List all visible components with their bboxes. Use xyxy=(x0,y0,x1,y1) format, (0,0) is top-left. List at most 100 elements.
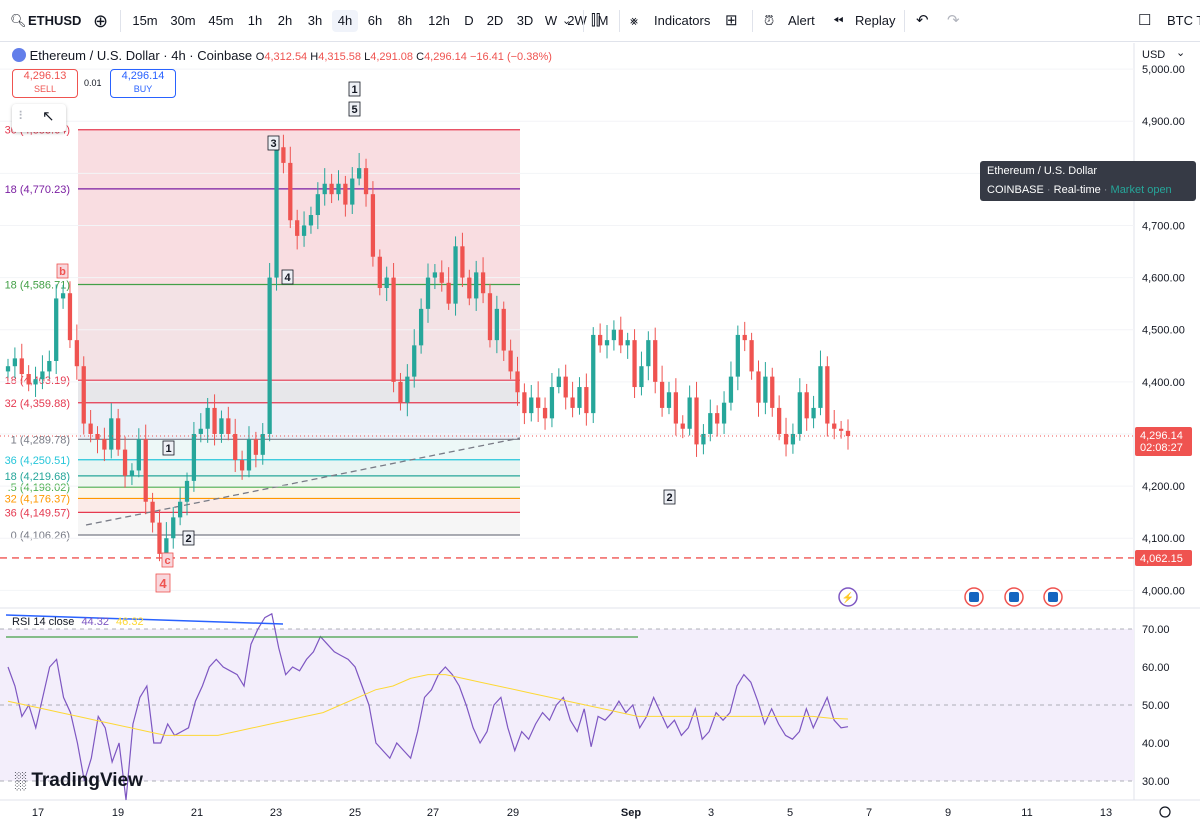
candle-body xyxy=(177,501,183,518)
candle-body xyxy=(735,334,740,377)
sell-button[interactable]: 4,296.13 SELL xyxy=(12,69,78,98)
fib-level-label: 32 (4,176.37) xyxy=(5,493,70,505)
rsi-tick-label: 40.00 xyxy=(1142,738,1170,750)
wave-label-box xyxy=(161,552,174,568)
timeframe-2W[interactable]: 2W xyxy=(567,13,587,28)
candle-body xyxy=(384,277,389,289)
candle-body xyxy=(157,522,162,554)
time-tick-label: 23 xyxy=(270,807,282,819)
fib-band xyxy=(78,512,520,535)
chevron-down-icon[interactable]: ⌄ xyxy=(562,15,572,27)
candle-body xyxy=(136,439,141,471)
buy-button[interactable]: 4,296.14 BUY xyxy=(110,69,176,98)
candle-body xyxy=(728,376,734,403)
time-tick-label: 19 xyxy=(112,807,124,819)
time-tick-label: 17 xyxy=(32,807,44,819)
candle-body xyxy=(618,329,623,346)
candle-body xyxy=(563,376,568,398)
timeframe-2h[interactable]: 2h xyxy=(277,13,293,28)
cursor-arrow-icon[interactable]: ↖ xyxy=(42,108,55,125)
candle-body xyxy=(391,277,396,382)
candle-body xyxy=(797,392,802,434)
candle-body xyxy=(329,183,334,195)
top-toolbar: 🔍︎ ETHUSD ⊕ 15m 30m 45m 1h 2h 3h 4h 6h 8h 12h D 2D 3… xyxy=(0,0,1200,42)
candle-body xyxy=(715,413,720,424)
legend-title[interactable]: Ethereum / U.S. Dollar · 4h · Coinbase xyxy=(29,48,253,63)
toolbar-divider xyxy=(619,10,620,32)
timeframe-3D[interactable]: 3D xyxy=(516,13,534,28)
timeframe-2D[interactable]: 2D xyxy=(486,13,504,28)
replay-button[interactable]: Replay xyxy=(855,13,896,28)
candle-body xyxy=(122,449,128,476)
redo-icon[interactable]: ↷ xyxy=(947,12,960,29)
candle-body xyxy=(377,256,382,289)
candle-body xyxy=(322,183,327,195)
candle-body xyxy=(570,397,575,408)
time-tick-label: 13 xyxy=(1100,807,1112,819)
add-symbol-icon[interactable]: ⊕ xyxy=(93,11,109,31)
candle-body xyxy=(811,407,816,419)
layout-grid-icon[interactable]: ⊞ xyxy=(725,12,738,29)
fib-level-label: 36 (4,250.51) xyxy=(5,455,70,467)
high-value: 4,315.58 xyxy=(318,51,362,63)
candle-type-icon[interactable]: ⫿⫿ xyxy=(591,12,601,29)
timeframe-8h[interactable]: 8h xyxy=(397,13,413,28)
last-price-tag xyxy=(1135,426,1192,456)
compare-square-icon[interactable]: ☐ xyxy=(1138,12,1152,29)
timeframe-30m[interactable]: 30m xyxy=(170,13,196,28)
rsi-title[interactable]: RSI 14 close xyxy=(12,616,75,628)
timeframe-4h[interactable]: 4h xyxy=(332,10,358,32)
timeframe-3h[interactable]: 3h xyxy=(307,13,323,28)
candle-body xyxy=(625,340,630,346)
fib-band xyxy=(78,459,520,476)
logo-text: TradingView xyxy=(31,770,143,791)
candle-body xyxy=(701,433,706,445)
candle-body xyxy=(639,366,644,388)
timeframe-15m[interactable]: 15m xyxy=(132,13,158,28)
candle-body xyxy=(549,387,555,419)
candle-body xyxy=(770,376,775,408)
last-price-label: 4,296.14 xyxy=(1140,430,1183,442)
drag-handle-icon[interactable]: ⠇ xyxy=(18,109,27,123)
fib-band xyxy=(78,188,520,285)
alert-button[interactable]: Alert xyxy=(788,13,815,28)
candle-body xyxy=(81,366,86,424)
price-tick-label: 5,000.00 xyxy=(1142,64,1185,76)
candle-body xyxy=(47,360,52,372)
sell-label: SELL xyxy=(33,84,57,94)
candle-body xyxy=(783,433,789,445)
search-icon[interactable]: 🔍︎ xyxy=(10,13,27,28)
candle-body xyxy=(26,374,31,385)
chevron-down-icon[interactable]: ⌄ xyxy=(1176,47,1186,59)
undo-icon[interactable]: ↶ xyxy=(916,12,929,29)
symbol-search[interactable]: ETHUSD xyxy=(28,13,82,28)
candle-body xyxy=(129,470,135,476)
timeframe-1h[interactable]: 1h xyxy=(247,13,263,28)
timeframe-M[interactable]: M xyxy=(597,13,609,28)
wave-label-box xyxy=(56,263,69,279)
timeframe-W[interactable]: W xyxy=(544,13,558,28)
timeframe-45m[interactable]: 45m xyxy=(208,13,234,28)
candle-body xyxy=(845,430,851,437)
timeframe-6h[interactable]: 6h xyxy=(367,13,383,28)
candle-body xyxy=(40,371,45,380)
indicators-icon[interactable]: ⨳ xyxy=(630,13,639,28)
timeframe-D[interactable]: D xyxy=(464,13,474,28)
candle-body xyxy=(370,194,376,257)
candle-body xyxy=(191,433,197,481)
candle-body xyxy=(343,183,348,205)
rewind-icon[interactable]: ⏪︎ xyxy=(833,13,844,28)
tooltip-realtime: Real-time xyxy=(1053,184,1101,196)
tradingview-logo[interactable]: ░ TradingView xyxy=(14,770,143,792)
candle-body xyxy=(363,168,369,195)
right-symbol-label[interactable]: BTC T xyxy=(1167,13,1200,28)
alarm-clock-icon[interactable]: ⏰︎ xyxy=(764,13,775,28)
timeframe-12h[interactable]: 12h xyxy=(428,13,450,28)
candle-body xyxy=(536,397,541,408)
time-tick-label: 25 xyxy=(349,807,361,819)
currency-selector[interactable]: USD xyxy=(1142,49,1166,61)
candle-body xyxy=(577,387,582,408)
indicators-button[interactable]: Indicators xyxy=(654,13,711,28)
candle-body xyxy=(88,423,93,434)
